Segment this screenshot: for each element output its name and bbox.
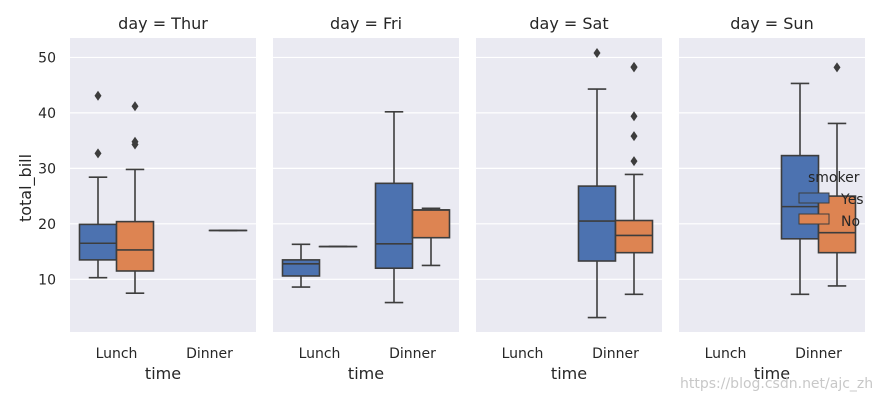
x-tick-label-sat-dinner: Dinner	[592, 346, 639, 362]
y-tick-label-20: 20	[38, 217, 56, 233]
y-tick-label-40: 40	[38, 106, 56, 122]
legend-title: smoker	[808, 170, 860, 186]
facet-title-sun: day = Sun	[730, 14, 813, 33]
y-tick-label-10: 10	[38, 272, 56, 288]
facet-title-sat: day = Sat	[529, 14, 608, 33]
x-tick-label-sun-dinner: Dinner	[795, 346, 842, 362]
facet-background-sun	[679, 38, 865, 332]
box-sat-dinner-no-iqr	[614, 219, 654, 254]
facet-title-thur: day = Thur	[118, 14, 208, 33]
box-sat-dinner-yes-flier-0	[593, 47, 601, 58]
x-tick-label-sat-lunch: Lunch	[502, 346, 544, 362]
facet-title-fri: day = Fri	[330, 14, 402, 33]
boxes-layer	[78, 47, 857, 319]
facet-background-sat	[476, 38, 662, 332]
box-fri-dinner-yes	[374, 110, 414, 304]
y-tick-label-50: 50	[38, 50, 56, 66]
x-axis-label-sat: time	[551, 364, 587, 383]
box-sat-dinner-yes-iqr	[577, 185, 617, 262]
box-fri-dinner-no	[411, 207, 451, 267]
watermark: https://blog.csdn.net/ajc_zh	[680, 376, 873, 392]
box-thur-lunch-yes-flier-1	[94, 90, 102, 101]
box-thur-lunch-yes	[78, 90, 118, 279]
x-axis-label-fri: time	[348, 364, 384, 383]
box-sat-dinner-yes	[577, 47, 617, 319]
facets-layer	[70, 38, 865, 332]
box-sat-dinner-no-flier-0	[630, 156, 638, 167]
text-layer: day = Thur Lunch Dinner time day = Fri Lunch D…	[16, 14, 842, 383]
x-axis-label-thur: time	[145, 364, 181, 383]
box-sat-dinner-no-flier-1	[630, 131, 638, 142]
box-fri-lunch-yes-iqr	[281, 259, 321, 277]
box-thur-lunch-no-iqr	[115, 220, 155, 272]
x-axis-label-sun: time	[754, 364, 790, 383]
x-tick-label-fri-dinner: Dinner	[389, 346, 436, 362]
y-axis-label: total_bill	[16, 154, 36, 222]
box-sat-dinner-no-flier-4	[630, 61, 638, 72]
box-thur-lunch-yes-iqr	[78, 223, 118, 261]
box-sun-dinner-yes	[780, 82, 820, 296]
y-tick-label-30: 30	[38, 161, 56, 177]
box-fri-dinner-no-iqr	[411, 209, 451, 239]
box-sat-dinner-no	[614, 61, 654, 296]
x-tick-label-thur-dinner: Dinner	[186, 346, 233, 362]
box-thur-lunch-no	[115, 101, 155, 294]
box-thur-lunch-no-flier-1	[131, 136, 139, 147]
box-sat-dinner-no-flier-2	[630, 111, 638, 122]
box-thur-lunch-yes-flier-0	[94, 148, 102, 159]
legend-swatch-no	[798, 213, 830, 225]
facet-background-fri	[273, 38, 459, 332]
legend-label-no: No	[841, 214, 860, 230]
x-tick-label-fri-lunch: Lunch	[299, 346, 341, 362]
box-fri-lunch-yes	[281, 243, 321, 288]
box-thur-lunch-no-flier-2	[131, 101, 139, 112]
legend-label-yes: Yes	[840, 192, 864, 208]
legend: smoker Yes No	[798, 170, 864, 230]
legend-swatch-yes	[798, 192, 830, 204]
box-sun-dinner-no-flier-0	[833, 62, 841, 73]
x-tick-label-thur-lunch: Lunch	[96, 346, 138, 362]
x-tick-label-sun-lunch: Lunch	[705, 346, 747, 362]
facet-background-thur	[70, 38, 256, 332]
box-fri-dinner-yes-iqr	[374, 182, 414, 270]
